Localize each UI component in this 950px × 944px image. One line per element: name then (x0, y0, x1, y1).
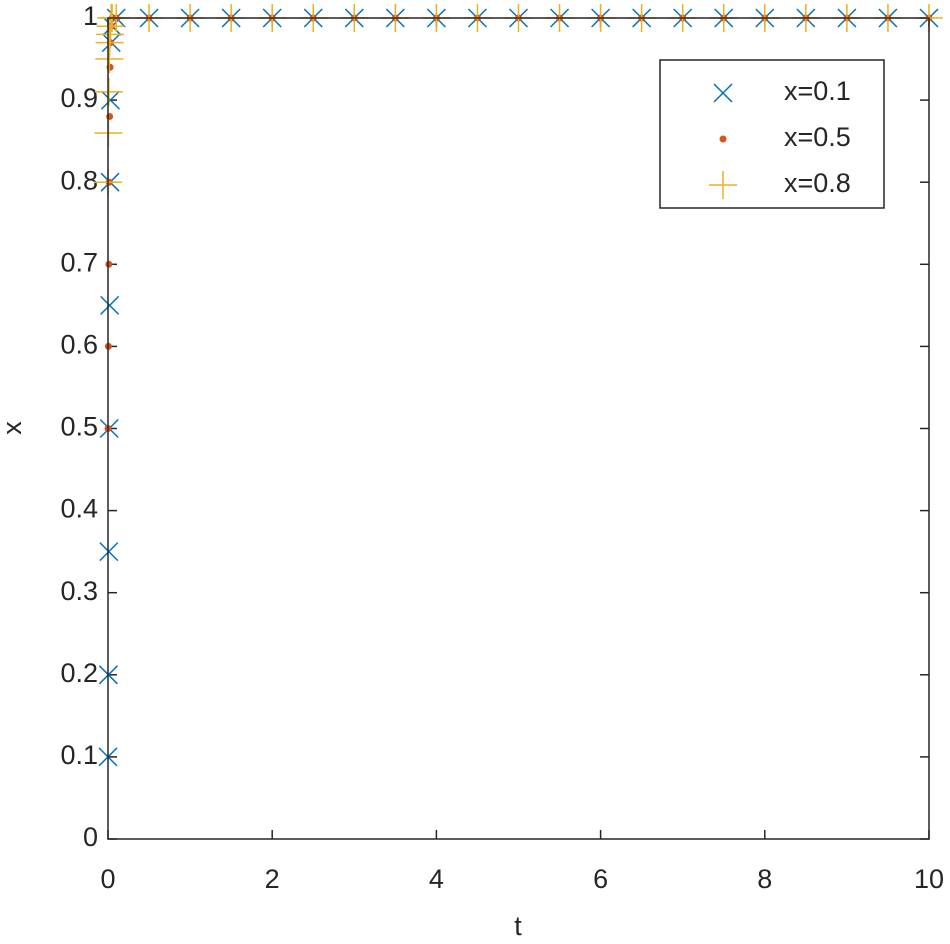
x-tick-label: 10 (914, 864, 944, 894)
legend-label: x=0.5 (784, 122, 851, 152)
x-tick-label: 8 (757, 864, 772, 894)
y-tick-label: 0.9 (60, 83, 98, 113)
marker-x (100, 90, 120, 110)
marker-plus (709, 171, 737, 199)
y-tick-label: 0.4 (60, 494, 98, 524)
y-tick-label: 0.7 (60, 247, 98, 277)
legend-box (659, 59, 885, 209)
legend-label: x=0.8 (784, 168, 851, 198)
plot-frame (107, 17, 930, 840)
marker-dot (719, 135, 727, 143)
marker-plus (96, 12, 125, 41)
x-axis-label: t (514, 911, 522, 941)
y-tick-label: 0.8 (60, 165, 98, 195)
x-tick-label: 2 (265, 864, 280, 894)
y-axis-label: x (0, 421, 27, 435)
marker-x (100, 295, 120, 315)
x-tick-label: 0 (100, 864, 115, 894)
legend: x=0.1 x=0.5 x=0.8 (659, 59, 885, 209)
marker-dot (106, 113, 114, 121)
marker-plus (94, 77, 123, 106)
y-tick-label: 1 (83, 1, 98, 31)
x-tick-label: 4 (429, 864, 444, 894)
marker-x (99, 542, 119, 562)
marker-dot (105, 260, 113, 268)
y-tick-label: 0.5 (60, 412, 98, 442)
legend-label: x=0.1 (784, 76, 851, 106)
y-tick-label: 0 (83, 822, 98, 852)
y-tick-label: 0.2 (60, 658, 98, 688)
x-tick-label: 6 (593, 864, 608, 894)
marker-x (713, 83, 733, 103)
y-tick-label: 0.3 (60, 576, 98, 606)
y-tick-label: 0.1 (60, 740, 98, 770)
y-tick-label: 0.6 (60, 330, 98, 360)
